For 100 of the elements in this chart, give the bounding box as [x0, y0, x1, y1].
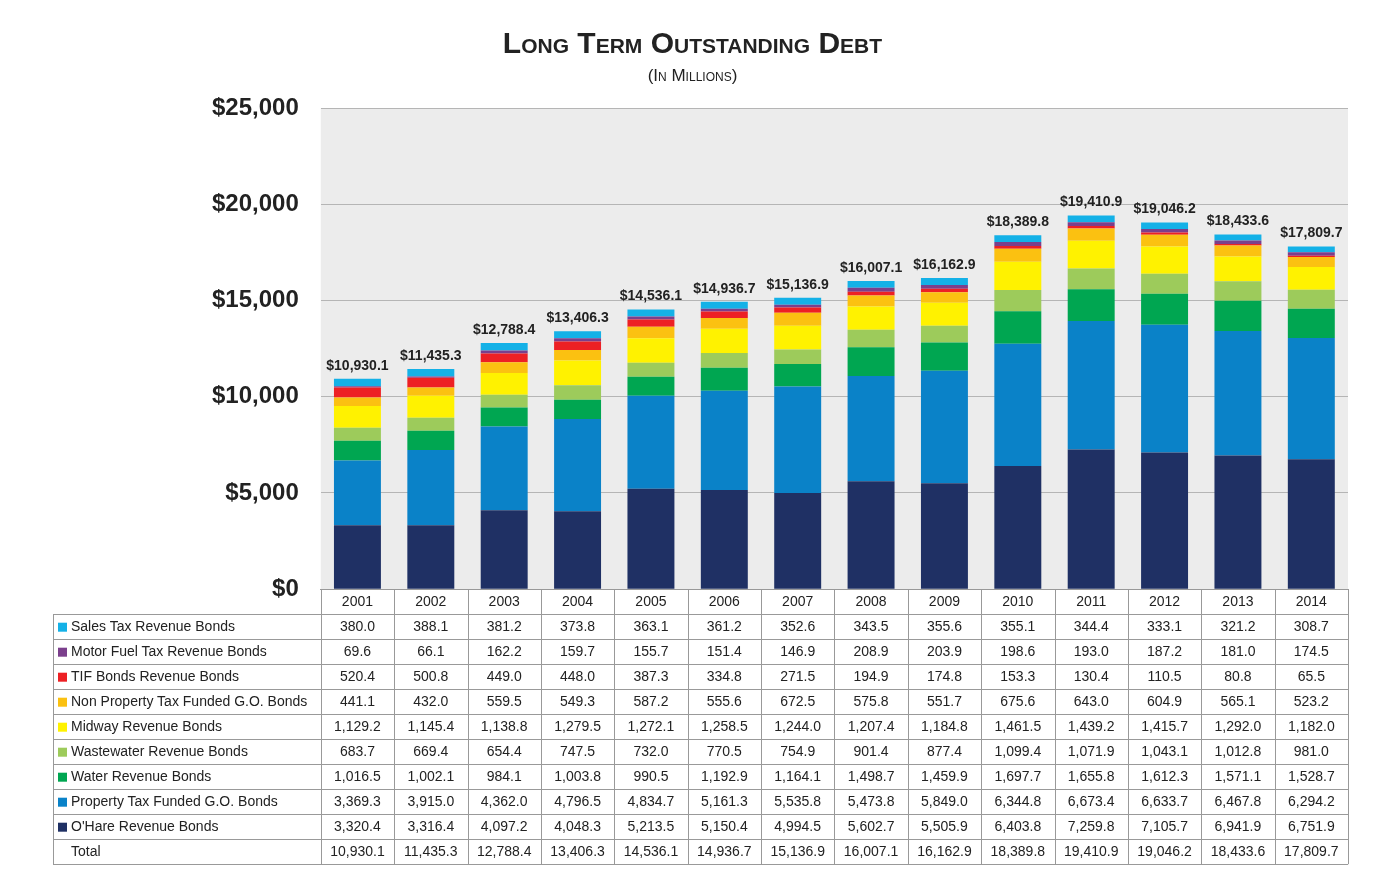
- data-label: 6,673.4: [1067, 792, 1115, 809]
- data-label: 66.1: [417, 642, 445, 659]
- data-label: 441.1: [339, 692, 376, 709]
- data-label: 203.9: [926, 642, 963, 659]
- data-label: 153.3: [1000, 667, 1036, 684]
- data-label: 643.0: [1073, 692, 1109, 709]
- text: 14,536.1: [623, 842, 679, 859]
- data-label: 1,099.4: [994, 742, 1042, 759]
- text: 16,007.1: [843, 842, 899, 859]
- data-label: 208.9: [853, 642, 889, 659]
- x-tick-label: 2011: [1076, 593, 1107, 610]
- data-label: 333.1: [1147, 617, 1183, 634]
- data-label: 187.2: [1147, 642, 1183, 659]
- data-label: 559.5: [486, 692, 522, 709]
- data-label: 5,602.7: [847, 817, 895, 834]
- data-label: 162.2: [486, 642, 522, 659]
- x-tick-label: 2010: [1002, 593, 1034, 610]
- text: 11,435.3: [404, 842, 458, 859]
- data-label: 3,369.3: [334, 792, 382, 809]
- data-label: 732.0: [633, 742, 669, 759]
- data-label: 4,048.3: [554, 817, 602, 834]
- data-label: 1,528.7: [1287, 767, 1335, 784]
- text: 18,433.6: [1210, 842, 1266, 859]
- data-label: 355.6: [926, 617, 963, 634]
- data-label: 1,279.5: [554, 717, 602, 734]
- chart-subtitle: (In Millions): [646, 66, 739, 86]
- data-label: 343.5: [853, 617, 889, 634]
- legend-label: Motor Fuel Tax Revenue Bonds: [71, 642, 267, 659]
- legend-label: Water Revenue Bonds: [71, 767, 212, 784]
- x-tick-label: 2009: [928, 593, 961, 610]
- total-label: $14,536.1: [619, 287, 683, 304]
- data-label: 65.5: [1297, 667, 1326, 684]
- x-tick-label: 2005: [635, 593, 667, 610]
- x-tick-label: 2004: [561, 593, 594, 610]
- data-label: 373.8: [560, 617, 596, 634]
- data-label: 5,150.4: [700, 817, 748, 834]
- x-tick-label: 2003: [488, 593, 520, 610]
- data-label: 5,535.8: [774, 792, 822, 809]
- data-label: 1,697.7: [994, 767, 1042, 784]
- data-label: 381.2: [486, 617, 522, 634]
- y-tick-label: $25,000: [211, 92, 299, 120]
- data-label: 271.5: [780, 667, 816, 684]
- x-tick-label: 2012: [1148, 593, 1181, 610]
- data-label: 7,259.8: [1067, 817, 1115, 834]
- data-label: 1,138.8: [480, 717, 528, 734]
- chart-title: Long Term Outstanding Debt: [501, 26, 884, 60]
- text: 14,936.7: [697, 842, 752, 859]
- total-label: $12,788.4: [473, 320, 536, 337]
- data-label: 448.0: [560, 667, 596, 684]
- data-label: 770.5: [706, 742, 743, 759]
- data-label: 1,003.8: [554, 767, 602, 784]
- data-label: 6,344.8: [994, 792, 1042, 809]
- data-label: 110.5: [1147, 667, 1182, 684]
- data-label: 5,473.8: [847, 792, 895, 809]
- data-label: 4,834.7: [627, 792, 675, 809]
- total-label: $16,162.9: [913, 255, 976, 272]
- total-label: $14,936.7: [693, 279, 756, 296]
- data-label: 1,071.9: [1067, 742, 1115, 759]
- data-label: 6,633.7: [1141, 792, 1189, 809]
- text: 13,406.3: [550, 842, 606, 859]
- data-label: 5,213.5: [627, 817, 675, 834]
- data-label: 5,505.9: [921, 817, 968, 834]
- data-label: 174.5: [1293, 642, 1330, 659]
- x-tick-label: 2013: [1222, 593, 1254, 610]
- text: 16,162.9: [917, 842, 972, 859]
- legend-label: TIF Bonds Revenue Bonds: [71, 667, 240, 684]
- data-label: 198.6: [1000, 642, 1036, 659]
- legend-label: Non Property Tax Funded G.O. Bonds: [71, 692, 308, 709]
- data-label: 1,439.2: [1067, 717, 1115, 734]
- total-label: $18,389.8: [986, 213, 1050, 230]
- data-label: 1,164.1: [774, 767, 822, 784]
- total-label: $19,046.2: [1133, 200, 1196, 217]
- y-tick-label: $5,000: [225, 477, 299, 505]
- text: 10,930.1: [330, 842, 385, 859]
- data-label: 449.0: [486, 667, 522, 684]
- data-label: 432.0: [413, 692, 449, 709]
- data-label: 672.5: [780, 692, 816, 709]
- data-label: 555.6: [706, 692, 743, 709]
- y-tick-label: $10,000: [211, 381, 299, 409]
- data-label: 565.1: [1220, 692, 1256, 709]
- data-label: 587.2: [633, 692, 669, 709]
- data-label: 1,012.8: [1214, 742, 1262, 759]
- data-label: 363.1: [633, 617, 669, 634]
- total-label: $15,136.9: [766, 275, 830, 292]
- total-label: $16,007.1: [839, 258, 903, 275]
- data-label: 146.9: [780, 642, 816, 659]
- x-tick-label: 2014: [1295, 593, 1328, 610]
- y-tick-label: $20,000: [211, 188, 299, 216]
- text: 19,046.2: [1137, 842, 1193, 859]
- text: 19,410.9: [1063, 842, 1119, 859]
- data-label: 388.1: [413, 617, 449, 634]
- data-label: 747.5: [560, 742, 596, 759]
- data-label: 334.8: [706, 667, 743, 684]
- data-label: 194.9: [853, 667, 889, 684]
- data-label: 981.0: [1293, 742, 1330, 759]
- data-label: 3,320.4: [334, 817, 382, 834]
- data-label: 321.2: [1220, 617, 1256, 634]
- data-label: 683.7: [339, 742, 376, 759]
- text: 12,788.4: [476, 842, 532, 859]
- data-label: 7,105.7: [1141, 817, 1189, 834]
